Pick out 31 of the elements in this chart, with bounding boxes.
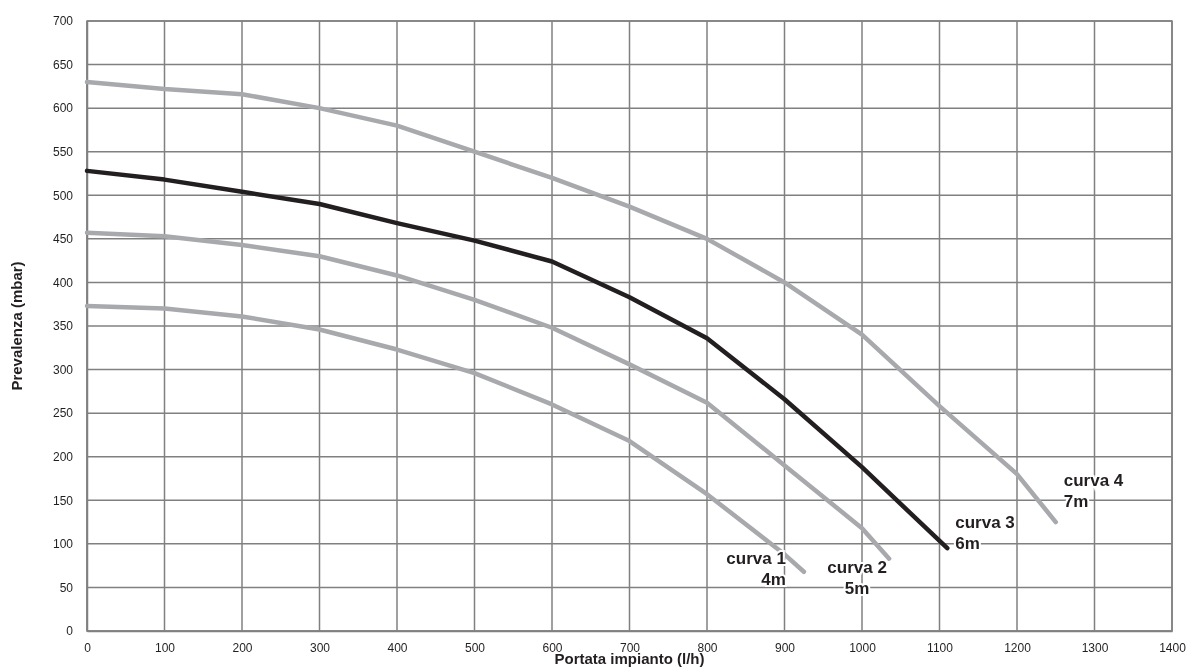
y-tick-label: 600 [52,101,74,116]
x-tick-label: 600 [542,640,563,655]
x-tick-label: 100 [154,640,176,655]
x-tick-label: 1200 [1004,640,1032,655]
y-tick-label: 50 [59,580,74,595]
y-tick-label: 250 [52,406,74,421]
y-axis-title: Prevalenza (mbar) [8,261,25,391]
x-tick-label: 500 [464,640,486,655]
y-tick-label: 300 [52,362,74,377]
x-tick-label: 1100 [927,640,954,655]
x-tick-label: 400 [387,640,408,655]
x-tick-label: 900 [774,640,796,655]
y-tick-label: 0 [66,624,74,639]
y-tick-label: 350 [52,319,74,334]
x-tick-label: 0 [84,640,92,655]
line-series [84,168,950,551]
y-tick-label: 650 [52,57,74,72]
y-tick-label: 100 [52,537,74,552]
y-tick-label: 200 [52,450,74,465]
x-tick-label: 200 [232,640,253,655]
x-tick-label: 300 [309,640,331,655]
x-tick-label: 1400 [1159,640,1187,655]
y-tick-label: 500 [52,188,74,203]
x-tick-label: 1300 [1081,640,1109,655]
y-tick-label: 550 [52,145,74,160]
line-series [84,303,807,574]
y-tick-label: 400 [52,275,74,290]
y-tick-label: 700 [52,14,74,29]
y-tick-label: 450 [52,232,74,247]
y-tick-label: 150 [52,493,74,508]
x-tick-label: 1000 [849,640,877,655]
